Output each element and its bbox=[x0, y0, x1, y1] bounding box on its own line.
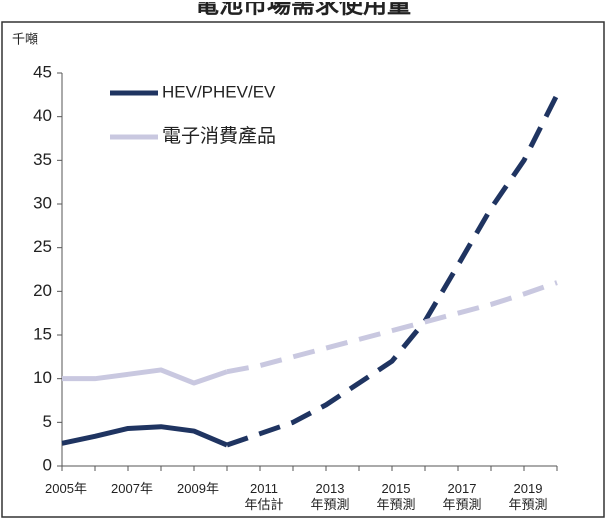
y-tick-label: 0 bbox=[43, 455, 52, 474]
x-tick-label: 2017 年預測 bbox=[442, 481, 482, 512]
legend-label: HEV/PHEV/EV bbox=[162, 82, 276, 101]
x-tick-label: 2019 年預測 bbox=[508, 481, 548, 512]
y-tick-label: 10 bbox=[33, 368, 52, 387]
series-line bbox=[62, 367, 228, 386]
x-tick-label: 2007年 bbox=[111, 481, 153, 496]
y-tick-label: 25 bbox=[33, 237, 52, 256]
x-tick-label: 2015 年預測 bbox=[376, 481, 416, 512]
x-tick-label: 2011 年估計 bbox=[244, 481, 284, 512]
title-clip bbox=[0, 0, 607, 2]
frame bbox=[1, 21, 605, 518]
y-tick-label: 30 bbox=[33, 193, 52, 212]
y-tick-label: 15 bbox=[33, 324, 52, 343]
series-line-dashed bbox=[226, 280, 558, 375]
legend-label: 電子消費產品 bbox=[162, 125, 276, 147]
series-line bbox=[61, 424, 228, 448]
y-tick-label: 35 bbox=[33, 150, 52, 169]
series-line-dashed bbox=[226, 93, 560, 448]
y-tick-label: 20 bbox=[33, 281, 52, 300]
y-tick-label: 45 bbox=[33, 62, 52, 81]
x-tick-label: 2009年 bbox=[177, 481, 219, 496]
chart-title: 電池市場需求使用量 bbox=[195, 0, 411, 18]
y-tick-label: 40 bbox=[33, 106, 52, 125]
y-unit: 千噸 bbox=[12, 31, 38, 46]
x-tick-label: 2005年 bbox=[45, 481, 87, 496]
y-tick-label: 5 bbox=[43, 412, 52, 431]
x-tick-label: 2013 年預測 bbox=[310, 481, 350, 512]
title-bg bbox=[0, 0, 607, 21]
